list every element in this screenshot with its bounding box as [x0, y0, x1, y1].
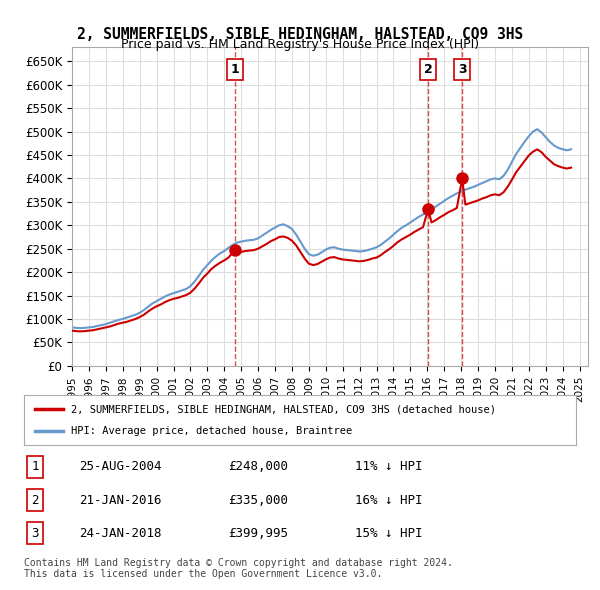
- Text: 2: 2: [31, 493, 39, 507]
- Text: 16% ↓ HPI: 16% ↓ HPI: [355, 493, 422, 507]
- Text: £248,000: £248,000: [228, 460, 288, 474]
- Text: 21-JAN-2016: 21-JAN-2016: [79, 493, 162, 507]
- Text: 3: 3: [31, 526, 39, 540]
- Text: Price paid vs. HM Land Registry's House Price Index (HPI): Price paid vs. HM Land Registry's House …: [121, 38, 479, 51]
- Text: 2, SUMMERFIELDS, SIBLE HEDINGHAM, HALSTEAD, CO9 3HS (detached house): 2, SUMMERFIELDS, SIBLE HEDINGHAM, HALSTE…: [71, 404, 496, 414]
- Text: 15% ↓ HPI: 15% ↓ HPI: [355, 526, 422, 540]
- Text: 3: 3: [458, 63, 466, 76]
- Text: £399,995: £399,995: [228, 526, 288, 540]
- Text: 1: 1: [231, 63, 239, 76]
- Text: 2, SUMMERFIELDS, SIBLE HEDINGHAM, HALSTEAD, CO9 3HS: 2, SUMMERFIELDS, SIBLE HEDINGHAM, HALSTE…: [77, 27, 523, 41]
- Text: £335,000: £335,000: [228, 493, 288, 507]
- Text: 2: 2: [424, 63, 433, 76]
- Text: 25-AUG-2004: 25-AUG-2004: [79, 460, 162, 474]
- Text: 1: 1: [31, 460, 39, 474]
- Text: Contains HM Land Registry data © Crown copyright and database right 2024.
This d: Contains HM Land Registry data © Crown c…: [24, 558, 453, 579]
- Text: 24-JAN-2018: 24-JAN-2018: [79, 526, 162, 540]
- Text: HPI: Average price, detached house, Braintree: HPI: Average price, detached house, Brai…: [71, 427, 352, 437]
- Text: 11% ↓ HPI: 11% ↓ HPI: [355, 460, 422, 474]
